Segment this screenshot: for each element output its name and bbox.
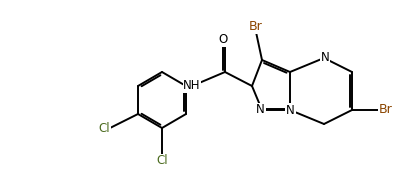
Text: NH: NH <box>183 79 200 93</box>
Text: N: N <box>320 51 328 64</box>
Text: N: N <box>256 104 264 116</box>
Text: N: N <box>285 104 294 117</box>
Text: Br: Br <box>378 104 391 116</box>
Text: O: O <box>218 33 227 46</box>
Text: Cl: Cl <box>99 121 110 135</box>
Text: Br: Br <box>249 20 262 33</box>
Text: Cl: Cl <box>156 154 168 167</box>
